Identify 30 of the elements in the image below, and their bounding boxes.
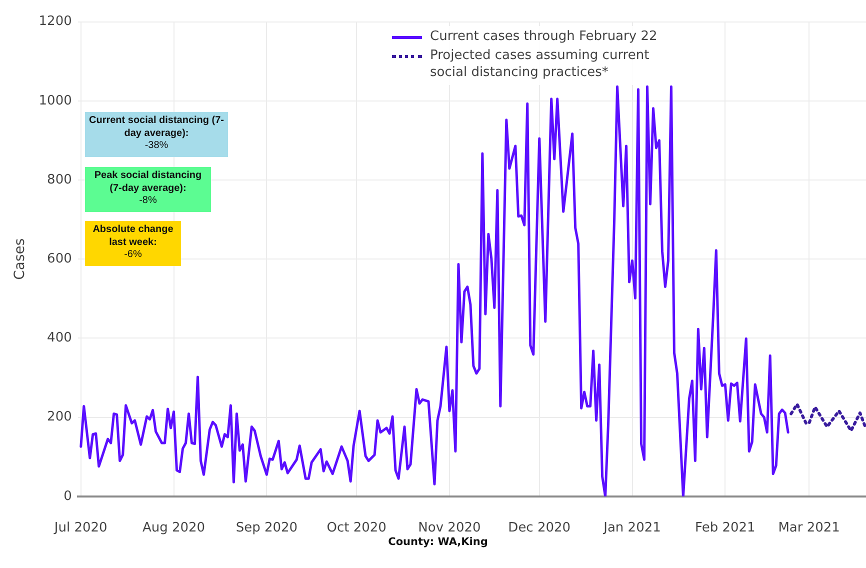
annotation: -8%: [138, 195, 158, 208]
annotation: -6%: [123, 249, 143, 262]
y-tick-label: 200: [47, 410, 72, 425]
y-tick-label: 800: [47, 172, 72, 188]
x-tick-label: Jan 2021: [602, 520, 661, 536]
legend-label: Projected cases assuming current social distancing practices*: [430, 47, 650, 81]
x-tick-label: Feb 2021: [695, 520, 756, 536]
y-tick-label: 400: [47, 330, 72, 346]
annotation: -38%: [144, 140, 170, 152]
line-series: [790, 402, 866, 432]
info-box: Absolute change last week: -6%: [85, 221, 181, 266]
x-tick-label: Nov 2020: [418, 520, 481, 536]
x-tick-label: Aug 2020: [142, 520, 206, 536]
x-tick-label: Mar 2021: [778, 520, 840, 536]
info-box: Current social distancing (7-day average): -38%: [85, 112, 228, 157]
info-box: Peak social distancing (7-day average): -8%: [85, 167, 211, 212]
text: County: WA,King: [387, 536, 489, 548]
x-tick-label: Sep 2020: [236, 520, 298, 536]
y-tick-label: 1000: [38, 93, 72, 108]
x-tick-label: Jul 2020: [53, 520, 108, 536]
y-axis-title: Cases: [12, 238, 28, 280]
x-tick-label: Dec 2020: [508, 520, 571, 536]
annotation: Current social distancing (7-day average):: [88, 115, 226, 140]
y-tick-label: 600: [47, 251, 72, 266]
y-tick-label: 1200: [38, 14, 72, 30]
legend-label: Current cases through February 22: [430, 28, 658, 45]
y-tick-label: 0: [64, 488, 72, 504]
annotation: Peak social distancing (7-day average):: [93, 170, 203, 195]
annotation: Absolute change last week:: [92, 224, 174, 249]
x-tick-label: Oct 2020: [326, 520, 386, 536]
